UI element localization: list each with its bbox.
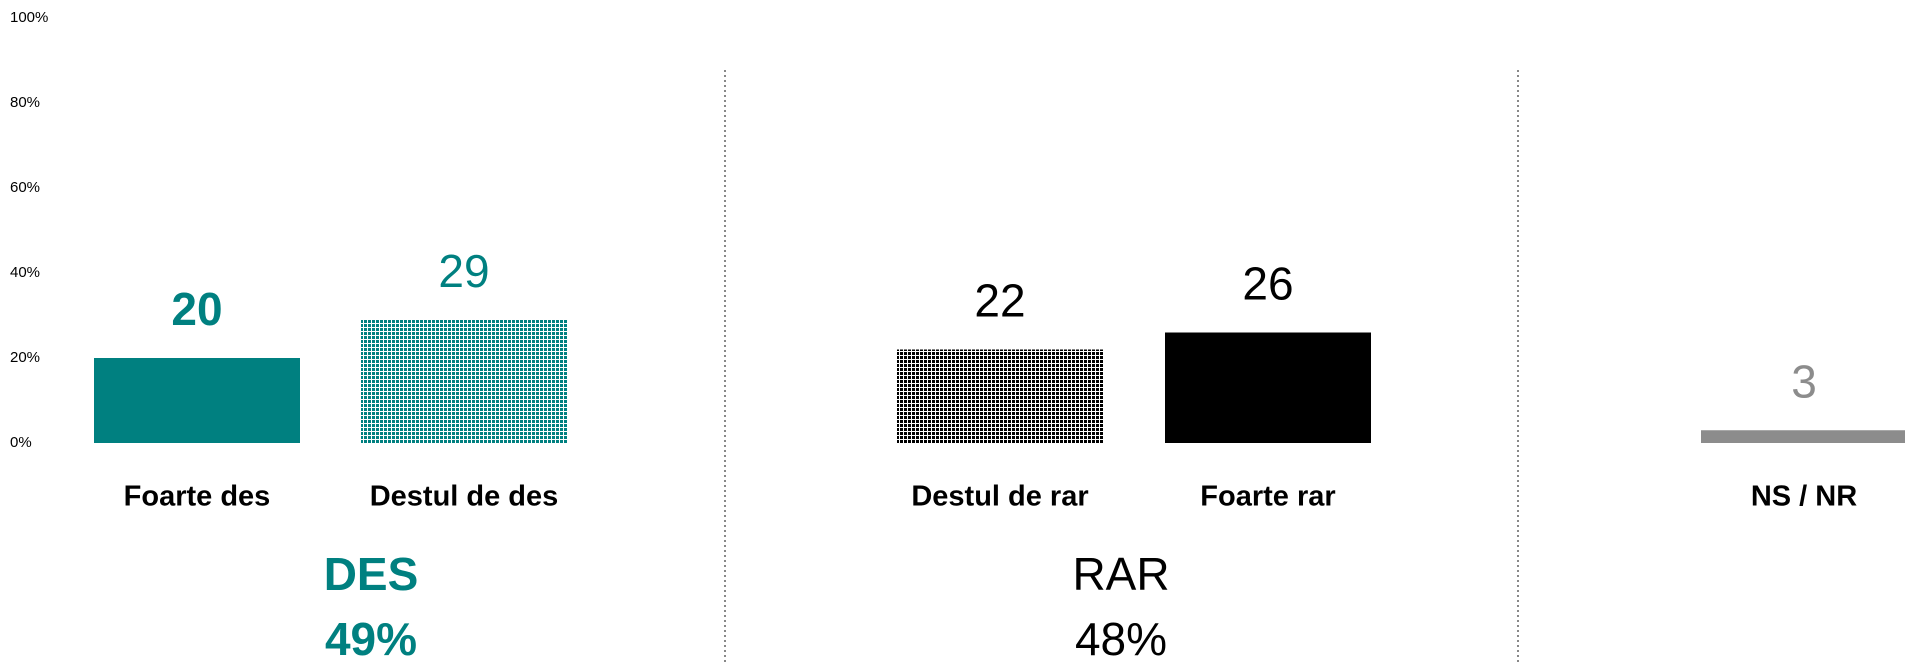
value-label: 3	[1791, 355, 1817, 407]
value-label: 26	[1242, 258, 1293, 310]
x-tick-label: Foarte des	[124, 481, 271, 513]
bar	[94, 358, 300, 443]
bar	[1701, 430, 1905, 443]
group-label: DES	[324, 548, 419, 600]
x-tick-label: Destul de des	[370, 481, 559, 513]
bar	[1165, 332, 1371, 443]
x-tick-label: Foarte rar	[1200, 481, 1335, 513]
value-label: 22	[974, 275, 1025, 327]
group-value: 49%	[325, 613, 417, 664]
y-tick-label: 0%	[10, 434, 32, 451]
x-tick-label: Destul de rar	[911, 481, 1088, 513]
y-tick-label: 60%	[10, 179, 40, 196]
group-label: RAR	[1072, 548, 1169, 600]
y-tick-label: 100%	[10, 9, 48, 26]
group-value: 48%	[1075, 613, 1167, 664]
bar	[361, 319, 567, 443]
y-tick-label: 20%	[10, 349, 40, 366]
y-tick-label: 40%	[10, 264, 40, 281]
value-label: 29	[438, 245, 489, 297]
x-tick-label: NS / NR	[1751, 481, 1857, 513]
y-tick-label: 80%	[10, 94, 40, 111]
bar	[897, 349, 1103, 443]
value-label: 20	[171, 283, 222, 335]
